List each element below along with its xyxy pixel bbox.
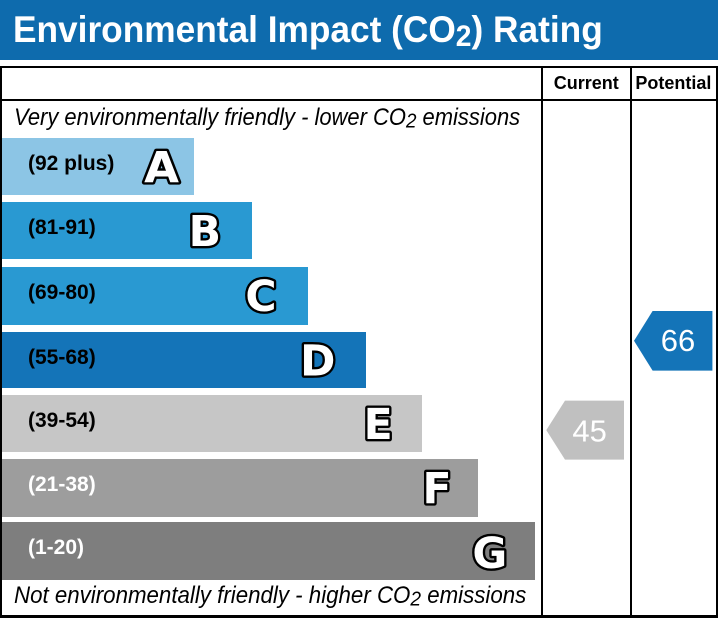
title-co2-subscript: 2 [455, 19, 471, 53]
column-header-current: Current [553, 73, 619, 94]
title-text-prefix: Environmental Impact (CO [12, 9, 456, 50]
header-row-divider [0, 99, 718, 102]
band-range-label-b: (81-91) [28, 216, 96, 239]
column-divider-current [540, 66, 543, 618]
band-bar-g: (1-20) [2, 521, 535, 580]
band-range-label-g: (1-20) [28, 535, 85, 559]
top-note-co2-subscript: 2 [405, 109, 417, 133]
bottom-note-co2-subscript: 2 [410, 587, 422, 611]
band-bar-e: (39-54) [2, 395, 422, 453]
bottom-note: Not environmentally friendly - higher CO… [14, 582, 527, 611]
band-bar-d: (55-68) [2, 331, 367, 389]
band-bar-c: (69-80) [2, 266, 308, 325]
top-note-text-prefix: Very environmentally friendly - lower CO [14, 104, 406, 132]
page-title: Environmental Impact (CO2) Rating [13, 0, 603, 60]
bottom-note-text-suffix: emissions [421, 582, 527, 609]
chart-table-frame [0, 66, 718, 618]
band-bar-f: (21-38) [2, 458, 478, 517]
top-note: Very environmentally friendly - lower CO… [14, 104, 521, 133]
band-bar-b: (81-91) [2, 202, 252, 259]
column-divider-potential [629, 66, 632, 618]
column-header-potential: Potential [635, 73, 712, 94]
band-range-label-d: (55-68) [28, 345, 96, 369]
band-range-label-e: (39-54) [28, 409, 96, 433]
top-note-text-suffix: emissions [416, 104, 521, 132]
bottom-note-text-prefix: Not environmentally friendly - higher CO [14, 582, 411, 609]
title-bar: Environmental Impact (CO2) Rating [0, 0, 718, 60]
band-bar-a: (92 plus) [2, 138, 194, 195]
band-range-label-a: (92 plus) [28, 152, 115, 176]
band-range-label-c: (69-80) [28, 280, 96, 304]
band-range-label-f: (21-38) [28, 472, 96, 496]
title-text-suffix: ) Rating [470, 9, 603, 50]
